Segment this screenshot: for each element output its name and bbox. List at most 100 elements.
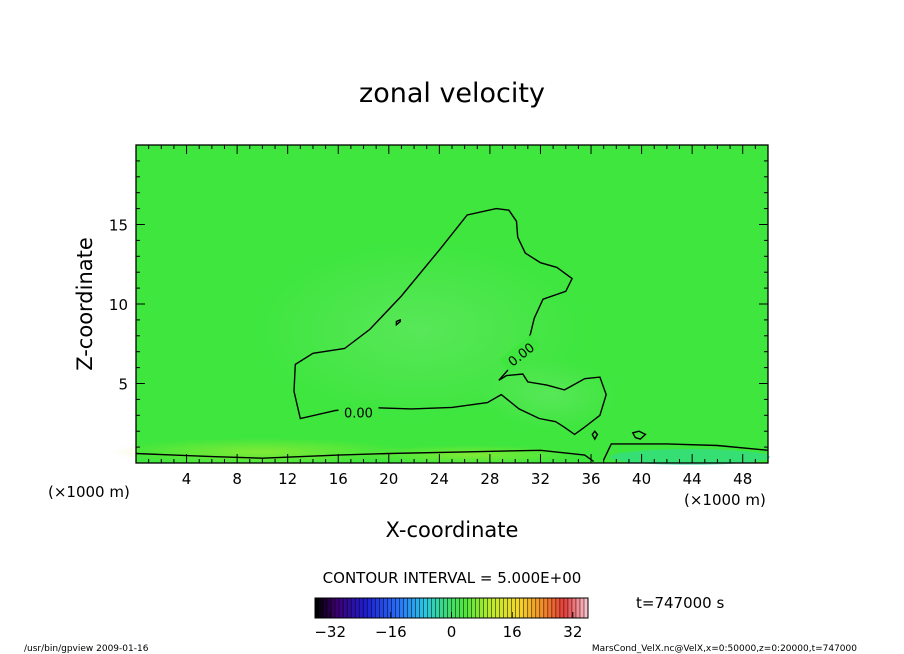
- colorbar-cell: [335, 598, 340, 618]
- colorbar-cell: [519, 598, 525, 618]
- y-tick-label: 10: [109, 296, 128, 314]
- colorbar-cell: [415, 598, 420, 618]
- colorbar-cell: [395, 598, 400, 618]
- contour-label: 0.00: [344, 407, 373, 422]
- contour-label-bg: [499, 334, 541, 372]
- x-unit-left: (×1000 m): [48, 483, 130, 501]
- colorbar-cell: [319, 598, 324, 618]
- y-tick-label: 5: [118, 376, 128, 394]
- colorbar-cell: [503, 598, 509, 618]
- colorbar-cell: [495, 598, 501, 618]
- colorbar-cell: [563, 598, 569, 618]
- x-tick-label: 28: [480, 470, 499, 488]
- contour-blob-1: [591, 430, 599, 441]
- colorbar-cell: [347, 598, 352, 618]
- x-tick-label: 24: [430, 470, 449, 488]
- colorbar-cell: [447, 598, 452, 618]
- colorbar-cell: [371, 598, 376, 618]
- x-axis-label: X-coordinate: [386, 518, 519, 542]
- colorbar-cell: [411, 598, 416, 618]
- x-unit-right: (×1000 m): [684, 491, 766, 509]
- colorbar-cell: [403, 598, 408, 618]
- colorbar-cell: [527, 598, 533, 618]
- colorbar-tick-label: 16: [503, 623, 522, 641]
- colorbar-cell: [427, 598, 432, 618]
- colorbar-cell: [543, 598, 549, 618]
- colorbar-cell: [315, 598, 320, 618]
- colorbar-cell: [439, 598, 444, 618]
- x-tick-label: 36: [581, 470, 600, 488]
- contour-surface-right: [603, 443, 769, 461]
- colorbar-cell: [475, 598, 480, 618]
- colorbar-cell: [507, 598, 513, 618]
- colorbar-cell: [343, 598, 348, 618]
- colorbar-cell: [511, 598, 517, 618]
- colorbar-cell: [375, 598, 380, 618]
- colorbar-cell: [323, 598, 328, 618]
- colorbar-cell: [539, 598, 545, 618]
- colorbar-cell: [467, 598, 472, 618]
- x-tick-label: 44: [683, 470, 702, 488]
- colorbar-cell: [379, 598, 384, 618]
- x-tick-label: 48: [733, 470, 752, 488]
- colorbar-cell: [355, 598, 360, 618]
- x-tick-label: 40: [632, 470, 651, 488]
- colorbar-cell: [535, 598, 541, 618]
- footer-left: /usr/bin/gpview 2009-01-16: [24, 644, 149, 654]
- chart-title: zonal velocity: [359, 78, 545, 109]
- field-shade-surface-2: [360, 445, 580, 465]
- colorbar-cell: [555, 598, 561, 618]
- colorbar-cell: [579, 598, 585, 618]
- colorbar-cell: [391, 598, 396, 618]
- colorbar-cells: [314, 598, 589, 618]
- colorbar-cell: [363, 598, 368, 618]
- contour-interval: CONTOUR INTERVAL = 5.000E+00: [323, 569, 582, 587]
- x-tick-label: 4: [182, 470, 192, 488]
- colorbar-cell: [575, 598, 581, 618]
- colorbar-cell: [359, 598, 364, 618]
- colorbar-cell: [383, 598, 388, 618]
- field-shade-core: [480, 360, 620, 430]
- y-tick-label: 15: [109, 217, 128, 235]
- footer-right: MarsCond_VelX.nc@VelX,x=0:50000,z=0:2000…: [592, 644, 857, 654]
- colorbar-tick-label: −16: [375, 623, 407, 641]
- colorbar-cell: [455, 598, 460, 618]
- x-tick-label: 12: [278, 470, 297, 488]
- colorbar-cell: [559, 598, 565, 618]
- colorbar-tick-label: −32: [314, 623, 346, 641]
- colorbar-cell: [567, 598, 573, 618]
- colorbar-cell: [367, 598, 372, 618]
- x-tick-label: 32: [531, 470, 550, 488]
- colorbar-tick-label: 32: [563, 623, 582, 641]
- colorbar-cell: [351, 598, 356, 618]
- x-tick-label: 16: [329, 470, 348, 488]
- colorbar-cell: [419, 598, 424, 618]
- colorbar-cell: [331, 598, 336, 618]
- colorbar-cell: [463, 598, 468, 618]
- contour-label-bg: [338, 403, 379, 419]
- colorbar-cell: [407, 598, 412, 618]
- colorbar-cell: [387, 598, 392, 618]
- contour-zero-surface: [135, 449, 595, 462]
- time-label: t=747000 s: [636, 594, 724, 612]
- colorbar-cell: [471, 598, 476, 618]
- colorbar: −32 −16 0 16 32: [314, 597, 589, 641]
- colorbar-cell: [483, 598, 489, 618]
- colorbar-cell: [435, 598, 440, 618]
- colorbar-cell: [499, 598, 505, 618]
- colorbar-cell: [547, 598, 553, 618]
- colorbar-cell: [583, 598, 589, 618]
- colorbar-cell: [399, 598, 404, 618]
- colorbar-cell: [551, 598, 557, 618]
- colorbar-cell: [339, 598, 344, 618]
- colorbar-cell: [523, 598, 529, 618]
- x-axis-ticks: 4 8 12 16 20 24 28 32 36 40 44 48: [148, 145, 756, 488]
- colorbar-cell: [531, 598, 537, 618]
- colorbar-cell: [491, 598, 497, 618]
- x-tick-label: 20: [379, 470, 398, 488]
- x-tick-label: 8: [232, 470, 242, 488]
- colorbar-tick-label: 0: [447, 623, 457, 641]
- colorbar-cell: [459, 598, 464, 618]
- colorbar-cell: [451, 598, 456, 618]
